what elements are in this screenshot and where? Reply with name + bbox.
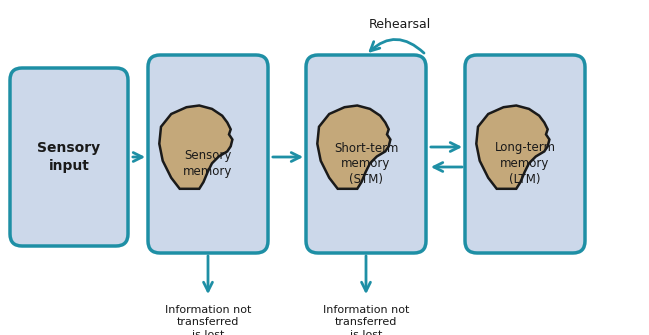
Polygon shape xyxy=(317,106,391,189)
Text: Sensory
memory: Sensory memory xyxy=(183,149,233,179)
FancyBboxPatch shape xyxy=(465,55,585,253)
FancyBboxPatch shape xyxy=(306,55,426,253)
FancyBboxPatch shape xyxy=(10,68,128,246)
Polygon shape xyxy=(476,106,550,189)
Text: Short-term
memory
(STM): Short-term memory (STM) xyxy=(334,141,398,187)
Polygon shape xyxy=(159,106,232,189)
Text: Long-term
memory
(LTM): Long-term memory (LTM) xyxy=(495,141,556,187)
Text: Rehearsal: Rehearsal xyxy=(369,18,431,31)
Text: Sensory
input: Sensory input xyxy=(38,141,101,173)
FancyBboxPatch shape xyxy=(148,55,268,253)
Text: Information not
transferred
is lost: Information not transferred is lost xyxy=(323,305,409,335)
Text: Information not
transferred
is lost: Information not transferred is lost xyxy=(165,305,251,335)
